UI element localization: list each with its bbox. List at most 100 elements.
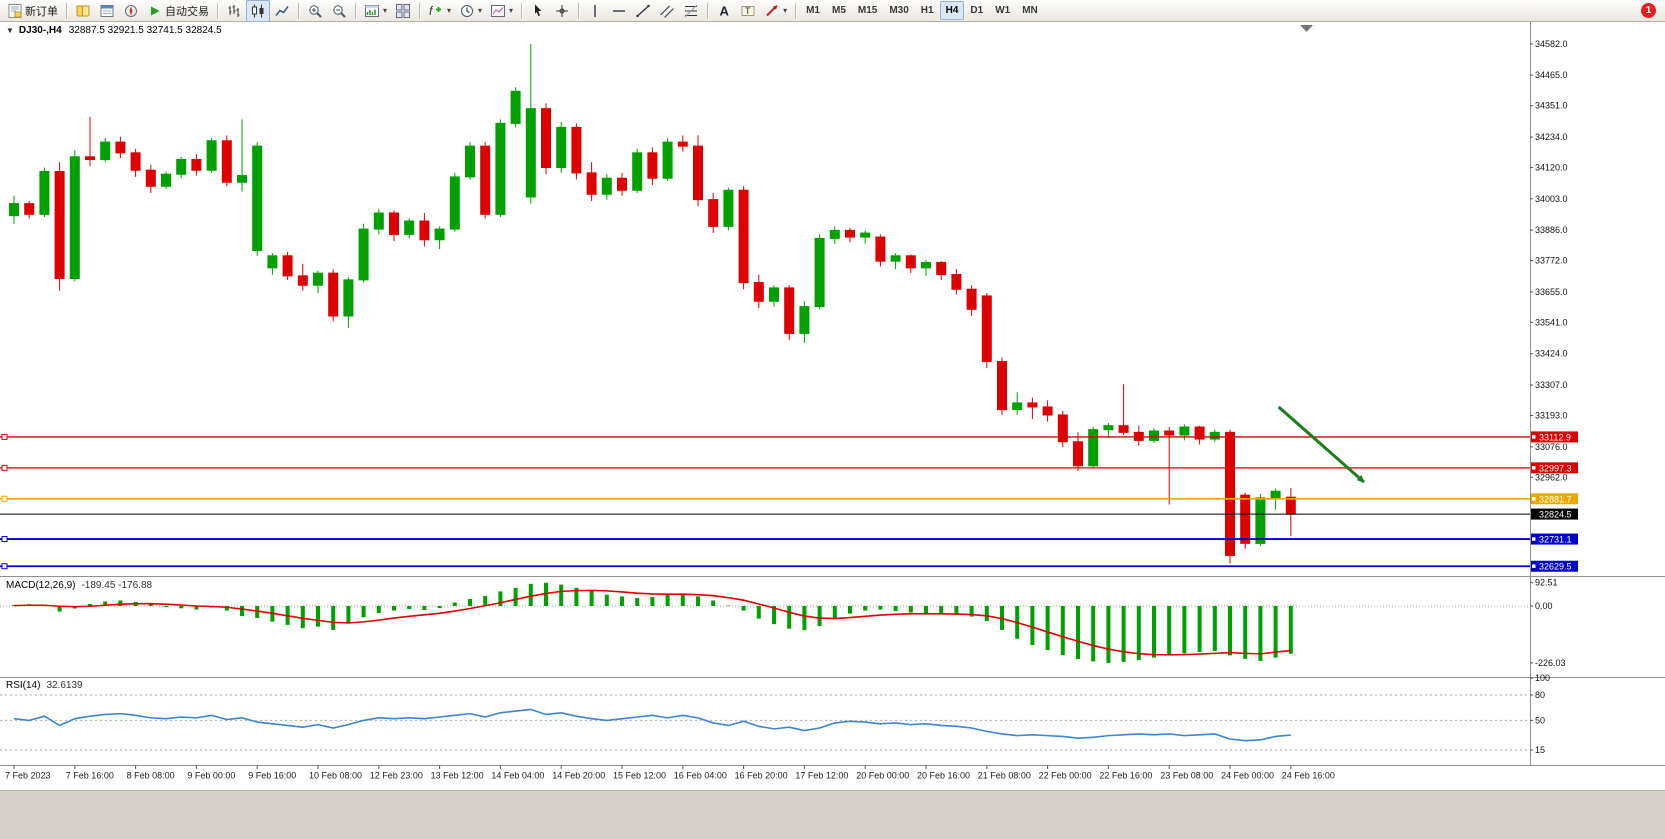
vertical-line-button[interactable] <box>583 0 607 22</box>
one-click-trading-collapse-icon[interactable]: ▼ <box>6 26 14 35</box>
autotrade-button[interactable]: 自动交易 <box>143 0 213 22</box>
trendline-icon <box>635 3 651 19</box>
svg-text:0.00: 0.00 <box>1535 601 1553 611</box>
trendline-button[interactable] <box>631 0 655 22</box>
timeframe-h1-button[interactable]: H1 <box>920 5 934 16</box>
toolbar-separator <box>355 2 356 19</box>
timeframe-h4-button[interactable]: H4 <box>939 1 965 20</box>
tile-windows-button[interactable] <box>391 0 415 22</box>
dropdown-caret-icon[interactable]: ▾ <box>509 6 514 15</box>
autotrade-icon <box>147 3 163 19</box>
levels-layer[interactable]: 33112.9 32997.3 32881.7 32824.5 32731.1 32629… <box>0 431 1578 572</box>
new-chart-button[interactable]: ▾ <box>360 0 391 22</box>
symbol-period-label: DJ30-,H4 <box>18 25 62 36</box>
time-axis[interactable]: 7 Feb 2023 7 Feb 16:00 8 Feb 08:00 9 Feb 00… <box>5 765 1335 781</box>
svg-text:34582.0: 34582.0 <box>1535 39 1568 49</box>
svg-text:13 Feb 12:00: 13 Feb 12:00 <box>431 771 484 781</box>
crosshair-button[interactable] <box>550 0 574 22</box>
svg-text:A: A <box>720 3 730 18</box>
svg-text:22 Feb 00:00: 22 Feb 00:00 <box>1039 771 1092 781</box>
cursor-button[interactable] <box>526 0 550 22</box>
market-watch-button[interactable] <box>71 0 95 22</box>
toolbar-separator <box>521 2 523 19</box>
svg-text:33307.0: 33307.0 <box>1535 380 1568 390</box>
periods-icon <box>459 3 475 19</box>
toolbar-separator <box>707 2 709 19</box>
periods-button[interactable]: ▾ <box>455 0 486 22</box>
zoom-out-button[interactable] <box>327 0 351 22</box>
toolbar-separator <box>419 2 421 19</box>
text-label-button[interactable]: T <box>736 0 760 22</box>
data-window-icon <box>99 3 115 19</box>
zoom-in-icon <box>307 3 323 19</box>
toolbar-separator <box>578 2 580 19</box>
svg-text:14 Feb 04:00: 14 Feb 04:00 <box>491 771 544 781</box>
candlestick-chart-button[interactable] <box>246 0 270 22</box>
tile-windows-icon <box>395 3 411 19</box>
trend-arrow-annotation[interactable] <box>1277 405 1365 483</box>
svg-text:33424.0: 33424.0 <box>1535 349 1568 359</box>
hline-icon <box>611 3 627 19</box>
svg-text:33772.0: 33772.0 <box>1535 256 1568 266</box>
rsi-value: 32.6139 <box>46 680 83 691</box>
notifications-badge[interactable]: 1 <box>1641 3 1656 18</box>
svg-text:34120.0: 34120.0 <box>1535 163 1568 173</box>
new-chart-icon <box>364 3 380 19</box>
svg-text:34465.0: 34465.0 <box>1535 70 1568 80</box>
timeframe-m15-button[interactable]: M15 <box>857 5 878 16</box>
zoom-in-button[interactable] <box>303 0 327 22</box>
svg-text:34351.0: 34351.0 <box>1535 101 1568 111</box>
cursor-icon <box>530 3 546 19</box>
bar-chart-button[interactable] <box>222 0 246 22</box>
dropdown-caret-icon[interactable]: ▾ <box>383 6 388 15</box>
navigator-button[interactable] <box>119 0 143 22</box>
svg-text:7 Feb 16:00: 7 Feb 16:00 <box>66 771 114 781</box>
indicators-icon: f <box>428 3 444 19</box>
chart-shift-marker[interactable] <box>1300 25 1313 32</box>
svg-text:15 Feb 12:00: 15 Feb 12:00 <box>613 771 666 781</box>
timeframe-m1-button[interactable]: M1 <box>806 5 820 16</box>
svg-text:T: T <box>745 6 751 16</box>
dropdown-caret-icon[interactable]: ▾ <box>478 6 483 15</box>
timeframe-d1-button[interactable]: D1 <box>970 5 984 16</box>
new-order-button[interactable]: 新订单 <box>3 0 62 22</box>
dropdown-caret-icon[interactable]: ▾ <box>783 6 788 15</box>
horizontal-line-button[interactable] <box>607 0 631 22</box>
zoom-out-icon <box>331 3 347 19</box>
symbol-info: ▼ DJ30-,H4 32887.5 32921.5 32741.5 32824.5 <box>6 25 222 36</box>
svg-text:-226.03: -226.03 <box>1535 658 1566 668</box>
templates-icon <box>490 3 506 19</box>
svg-text:16 Feb 04:00: 16 Feb 04:00 <box>674 771 727 781</box>
svg-text:f: f <box>429 4 434 18</box>
dropdown-caret-icon[interactable]: ▾ <box>447 6 452 15</box>
svg-text:9 Feb 16:00: 9 Feb 16:00 <box>248 771 296 781</box>
indicators-button[interactable]: f ▾ <box>424 0 455 22</box>
svg-text:7 Feb 2023: 7 Feb 2023 <box>5 771 51 781</box>
toolbar-separator <box>298 2 299 19</box>
svg-text:14 Feb 20:00: 14 Feb 20:00 <box>552 771 605 781</box>
svg-text:23 Feb 08:00: 23 Feb 08:00 <box>1160 771 1213 781</box>
text-button[interactable]: A <box>712 0 736 22</box>
price-axis[interactable]: 34582.0 34465.0 34351.0 34234.0 34120.0 34003… <box>1530 39 1568 482</box>
timeframe-m30-button[interactable]: M30 <box>889 5 909 16</box>
timeframe-mn-button[interactable]: MN <box>1022 5 1038 16</box>
shapes-button[interactable]: ▾ <box>760 0 791 22</box>
text-icon: A <box>716 3 732 19</box>
svg-text:20 Feb 00:00: 20 Feb 00:00 <box>856 771 909 781</box>
macd-title: MACD(12,26,9) <box>6 580 76 591</box>
chart-canvas[interactable]: 33112.9 32997.3 32881.7 32824.5 32731.1 32629… <box>0 22 1665 790</box>
fibonacci-button[interactable] <box>679 0 703 22</box>
svg-text:33886.0: 33886.0 <box>1535 225 1568 235</box>
svg-text:24 Feb 00:00: 24 Feb 00:00 <box>1221 771 1274 781</box>
ohlc-values: 32887.5 32921.5 32741.5 32824.5 <box>68 25 222 36</box>
svg-text:33541.0: 33541.0 <box>1535 317 1568 327</box>
templates-button[interactable]: ▾ <box>486 0 517 22</box>
timeframe-m5-button[interactable]: M5 <box>831 5 846 16</box>
macd-values: -189.45 -176.88 <box>81 580 153 591</box>
svg-text:33112.9: 33112.9 <box>1539 432 1571 442</box>
svg-text:33655.0: 33655.0 <box>1535 287 1568 297</box>
data-window-button[interactable] <box>95 0 119 22</box>
channel-button[interactable] <box>655 0 679 22</box>
line-chart-button[interactable] <box>270 0 294 22</box>
timeframe-w1-button[interactable]: W1 <box>995 5 1011 16</box>
